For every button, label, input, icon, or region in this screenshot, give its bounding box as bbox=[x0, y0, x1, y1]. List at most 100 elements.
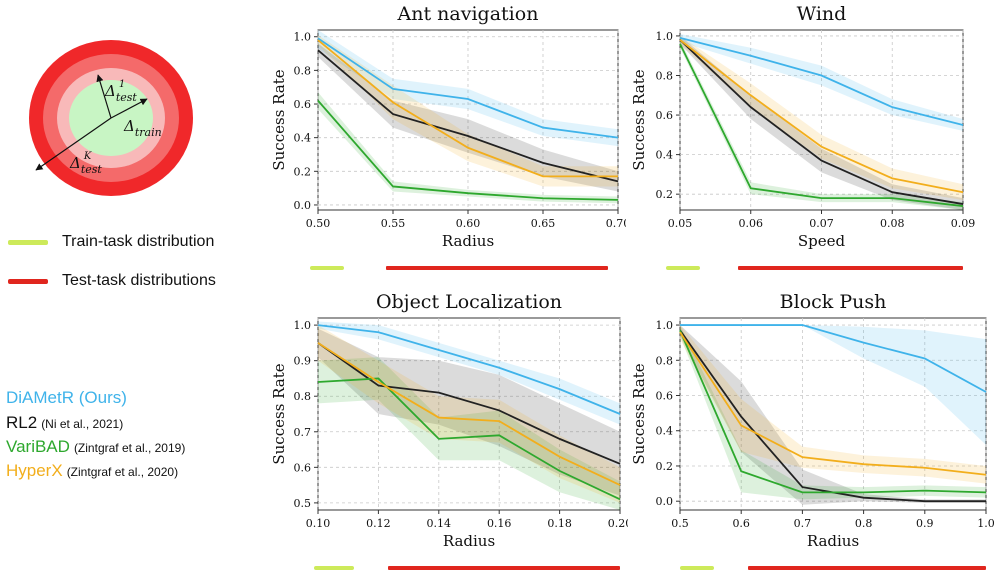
series-line-varibad bbox=[679, 43, 964, 207]
train-range-bar bbox=[314, 566, 354, 570]
series-line-diametr bbox=[317, 324, 621, 415]
method-name: HyperX bbox=[6, 461, 63, 480]
test-range-bar bbox=[748, 566, 986, 570]
series-band-hyperx bbox=[680, 325, 986, 484]
train-range-bar bbox=[310, 266, 344, 270]
x-axis-label: Speed bbox=[798, 232, 846, 250]
x-tick-label: 0.5 bbox=[671, 517, 689, 530]
series-line-hyperx bbox=[317, 39, 618, 178]
y-axis-label: Success Rate bbox=[630, 69, 648, 170]
y-axis-label: Success Rate bbox=[270, 363, 288, 464]
x-axis-label: Radius bbox=[442, 232, 494, 250]
chart-svg: 0.5 0.6 0.7 0.8 0.9 1.0 0.10 0.12 0.14 0.16 0.18 0.… bbox=[270, 291, 628, 570]
x-tick-label: 0.8 bbox=[855, 517, 873, 530]
series-band-rl2 bbox=[680, 325, 986, 505]
y-tick-label: 1.0 bbox=[294, 31, 312, 44]
series-line-diametr bbox=[317, 37, 619, 139]
x-tick-label: 0.07 bbox=[809, 217, 834, 230]
chart-title: Ant navigation bbox=[397, 3, 539, 25]
train-swatch bbox=[8, 239, 48, 245]
x-tick-label: 0.16 bbox=[487, 517, 512, 530]
series-band-hyperx bbox=[318, 35, 618, 187]
y-tick-label: 0.6 bbox=[294, 461, 312, 474]
x-tick-label: 0.6 bbox=[732, 517, 750, 530]
test-distribution-label: Test-task distributions bbox=[62, 272, 216, 289]
chart-title: Block Push bbox=[780, 291, 887, 313]
arrow-test-k bbox=[35, 117, 112, 171]
y-tick-label: 0.4 bbox=[656, 149, 674, 162]
test-range-bar bbox=[386, 266, 608, 270]
y-tick-label: 1.0 bbox=[656, 319, 674, 332]
series-band-diametr bbox=[318, 321, 620, 425]
chart-svg: 0.0 0.2 0.4 0.6 0.8 1.0 0.5 0.6 0.7 0.8 0.9 1.0 Bloc… bbox=[630, 291, 995, 570]
series-line-hyperx bbox=[679, 39, 964, 194]
x-tick-label: 0.09 bbox=[951, 217, 976, 230]
chart-svg: 0.2 0.4 0.6 0.8 1.0 0.05 0.06 0.07 0.08 0.09 Wind S… bbox=[630, 3, 976, 270]
y-tick-label: 0.9 bbox=[294, 355, 312, 368]
x-axis-label: Radius bbox=[443, 532, 495, 550]
train-distribution-legend: Train-task distribution bbox=[8, 233, 214, 251]
y-tick-label: 0.8 bbox=[294, 390, 312, 403]
series-band-varibad bbox=[318, 357, 620, 510]
y-tick-label: 0.4 bbox=[294, 132, 312, 145]
plot-frame bbox=[679, 317, 987, 511]
train-range-bar bbox=[680, 566, 714, 570]
series-band-rl2 bbox=[318, 43, 618, 192]
series-line-diametr bbox=[680, 324, 987, 393]
method-legend-hyperx: HyperX (Zintgraf et al., 2020) bbox=[6, 461, 178, 481]
x-tick-label: 0.60 bbox=[456, 217, 481, 230]
test-swatch bbox=[8, 278, 48, 284]
method-legend-diametr: DiAMetR (Ours) bbox=[6, 388, 127, 408]
y-tick-label: 0.6 bbox=[294, 98, 312, 111]
y-tick-label: 0.0 bbox=[656, 495, 674, 508]
method-legend-rl2: RL2 (Ni et al., 2021) bbox=[6, 413, 123, 433]
chart-title: Object Localization bbox=[376, 291, 562, 313]
series-line-hyperx bbox=[317, 342, 621, 486]
chart-title: Wind bbox=[797, 3, 847, 25]
x-tick-label: 0.10 bbox=[306, 517, 331, 530]
x-tick-label: 0.55 bbox=[381, 217, 406, 230]
x-tick-label: 0.08 bbox=[880, 217, 905, 230]
y-tick-label: 0.8 bbox=[656, 354, 674, 367]
x-tick-label: 0.12 bbox=[366, 517, 391, 530]
y-tick-label: 0.8 bbox=[294, 64, 312, 77]
x-tick-label: 0.20 bbox=[608, 517, 628, 530]
chart-object-localization: 0.5 0.6 0.7 0.8 0.9 1.0 0.10 0.12 0.14 0.16 0.18 0.… bbox=[268, 288, 628, 576]
y-tick-label: 0.2 bbox=[656, 188, 674, 201]
y-tick-label: 0.6 bbox=[656, 390, 674, 403]
x-tick-label: 0.18 bbox=[547, 517, 572, 530]
y-tick-label: 0.0 bbox=[294, 199, 312, 212]
y-tick-label: 1.0 bbox=[656, 30, 674, 43]
x-tick-label: 0.9 bbox=[916, 517, 934, 530]
series-line-varibad bbox=[317, 377, 621, 501]
arrow-train bbox=[110, 98, 148, 119]
method-name: VariBAD bbox=[6, 437, 70, 456]
series-line-varibad bbox=[317, 100, 619, 201]
series-band-rl2 bbox=[680, 35, 963, 210]
method-name: DiAMetR (Ours) bbox=[6, 388, 127, 407]
chart-ant-navigation: 0.0 0.2 0.4 0.6 0.8 1.0 0.50 0.55 0.60 0.65 0.70 An… bbox=[268, 0, 626, 288]
method-name: RL2 bbox=[6, 413, 38, 432]
series-line-hyperx bbox=[679, 331, 987, 476]
y-tick-label: 0.2 bbox=[656, 460, 674, 473]
series-line-diametr bbox=[679, 37, 964, 126]
series-line-rl2 bbox=[317, 49, 619, 183]
test-range-bar bbox=[738, 266, 963, 270]
x-tick-label: 0.50 bbox=[306, 217, 331, 230]
series-line-varibad bbox=[679, 329, 987, 494]
x-axis-label: Radius bbox=[807, 532, 859, 550]
x-tick-label: 0.05 bbox=[668, 217, 693, 230]
x-tick-label: 0.70 bbox=[606, 217, 626, 230]
train-range-bar bbox=[666, 266, 700, 270]
method-citation: (Ni et al., 2021) bbox=[41, 417, 124, 431]
train-distribution-label: Train-task distribution bbox=[62, 233, 215, 250]
series-line-rl2 bbox=[679, 39, 964, 205]
chart-block-push: 0.0 0.2 0.4 0.6 0.8 1.0 0.5 0.6 0.7 0.8 0.9 1.0 Bloc… bbox=[628, 288, 998, 576]
y-axis-label: Success Rate bbox=[630, 363, 648, 464]
chart-wind: 0.2 0.4 0.6 0.8 1.0 0.05 0.06 0.07 0.08 0.09 Wind S… bbox=[628, 0, 998, 288]
arrow-test-1 bbox=[96, 74, 112, 119]
y-tick-label: 0.6 bbox=[656, 109, 674, 122]
series-band-rl2 bbox=[318, 328, 620, 496]
x-tick-label: 1.0 bbox=[977, 517, 995, 530]
method-legend-varibad: VariBAD (Zintgraf et al., 2019) bbox=[6, 437, 185, 457]
